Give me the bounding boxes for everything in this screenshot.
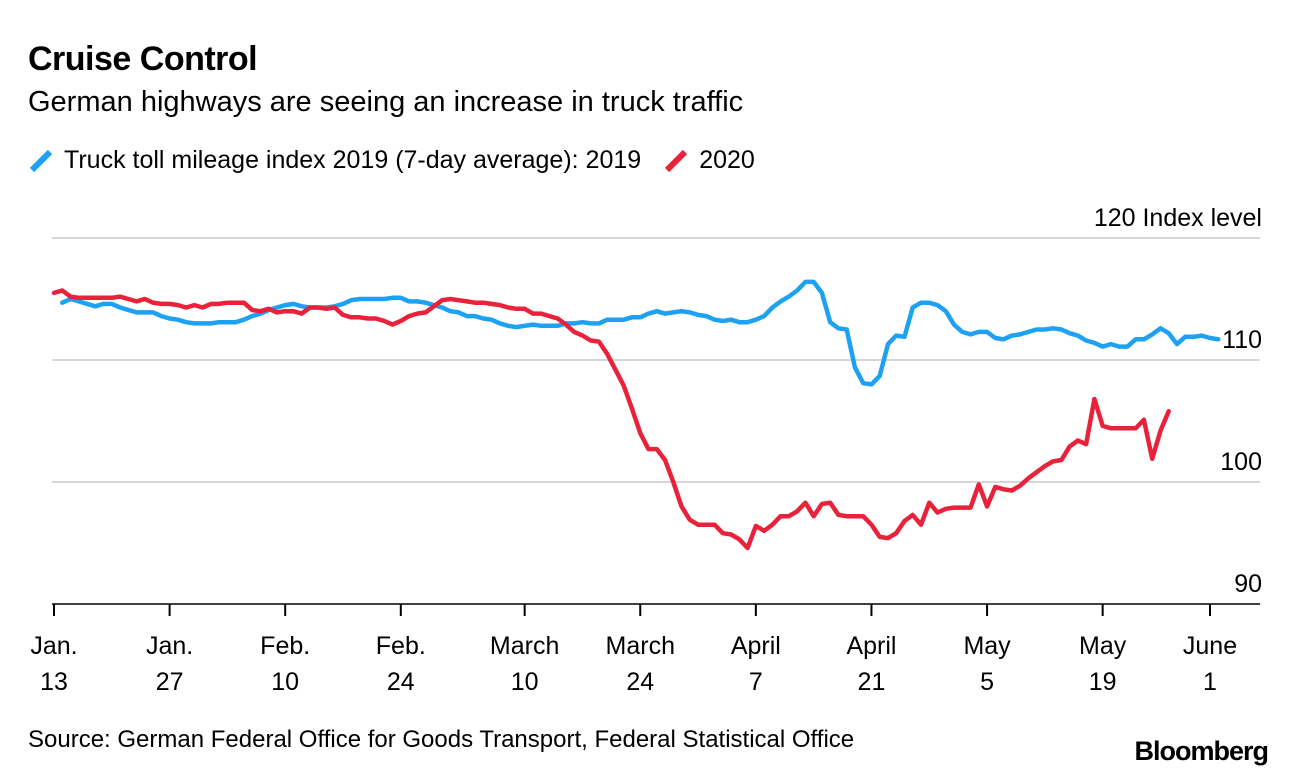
bloomberg-logo: Bloomberg — [1134, 736, 1269, 766]
x-tick-label-day: 24 — [626, 668, 654, 696]
x-tick-label-month: Jan. — [146, 632, 193, 660]
x-tick-label-day: 7 — [749, 668, 763, 696]
x-tick-label-month: Feb. — [376, 632, 426, 660]
x-tick-label-month: March — [606, 632, 675, 660]
x-tick-label-day: 24 — [387, 668, 415, 696]
x-tick-label-day: 10 — [511, 668, 539, 696]
x-tick-label-day: 13 — [40, 668, 68, 696]
chart-title: Cruise Control — [28, 40, 258, 78]
y-tick-label-100: 100 — [1220, 448, 1262, 476]
x-tick-label-day: 27 — [156, 668, 184, 696]
chart-subtitle: German highways are seeing an increase i… — [28, 86, 744, 118]
y-tick-label-90: 90 — [1234, 570, 1262, 598]
x-tick-label-month: March — [490, 632, 559, 660]
series-line-2020 — [51, 288, 1171, 551]
x-tick-label-day: 19 — [1089, 668, 1117, 696]
x-tick-label-month: May — [1079, 632, 1127, 660]
x-tick-label-day: 21 — [858, 668, 886, 696]
gridlines — [52, 237, 1260, 605]
legend-item-2019: Truck toll mileage index 2019 (7-day ave… — [28, 146, 641, 175]
x-axis: Jan. 13 Jan. 27 Feb. 10 Feb. 24 March 10 March 24 Ap… — [30, 604, 1237, 696]
x-tick-label-month: April — [846, 632, 896, 660]
x-tick-label-month: Feb. — [260, 632, 310, 660]
y-tick-label-110: 110 — [1222, 326, 1262, 354]
x-tick-label-month: June — [1183, 632, 1237, 660]
x-tick-label-month: April — [731, 632, 781, 660]
y-tick-label-120: 120 Index level — [1094, 204, 1262, 232]
x-tick-label-month: Jan. — [30, 632, 77, 660]
legend-item-2020: 2020 — [663, 146, 755, 175]
y-axis-labels: 90 100 110 120 Index level — [1094, 204, 1262, 598]
x-tick-label-day: 1 — [1203, 668, 1217, 696]
source-note: Source: German Federal Office for Goods … — [28, 726, 855, 753]
x-tick-label-day: 10 — [271, 668, 299, 696]
x-tick-label-month: May — [963, 632, 1011, 660]
legend-label-2019: Truck toll mileage index 2019 (7-day ave… — [64, 146, 642, 174]
series-lines — [51, 279, 1221, 551]
legend-swatch-2019 — [29, 149, 53, 172]
series-line-2019 — [60, 279, 1221, 387]
legend-label-2020: 2020 — [699, 146, 755, 174]
legend-swatch-2020 — [665, 149, 688, 172]
legend: Truck toll mileage index 2019 (7-day ave… — [28, 146, 777, 175]
x-tick-label-day: 5 — [980, 668, 994, 696]
